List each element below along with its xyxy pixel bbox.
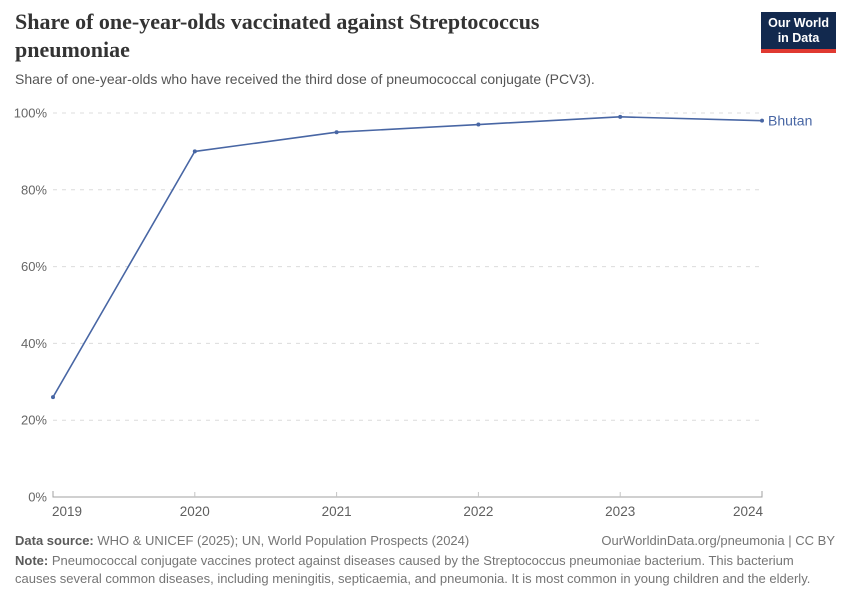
chart-footer: Data source: WHO & UNICEF (2025); UN, Wo… bbox=[15, 532, 835, 588]
y-tick-label: 100% bbox=[14, 106, 48, 121]
data-point[interactable] bbox=[51, 395, 55, 400]
data-source-text: WHO & UNICEF (2025); UN, World Populatio… bbox=[97, 533, 470, 548]
chart-note: Note: Pneumococcal conjugate vaccines pr… bbox=[15, 552, 835, 588]
note-text: Pneumococcal conjugate vaccines protect … bbox=[15, 553, 811, 586]
y-tick-label: 80% bbox=[21, 182, 47, 197]
y-tick-label: 20% bbox=[21, 413, 47, 428]
data-point[interactable] bbox=[618, 114, 623, 119]
data-source-label: Data source: bbox=[15, 533, 94, 548]
x-tick-label: 2020 bbox=[180, 504, 210, 519]
x-tick-label: 2022 bbox=[463, 504, 493, 519]
entity-label[interactable]: Bhutan bbox=[768, 113, 812, 129]
x-tick-label: 2021 bbox=[322, 504, 352, 519]
y-tick-label: 0% bbox=[28, 490, 47, 505]
page-title: Share of one-year-olds vaccinated agains… bbox=[15, 9, 540, 62]
y-tick-label: 40% bbox=[21, 336, 47, 351]
chart-subtitle: Share of one-year-olds who have received… bbox=[15, 71, 595, 87]
x-axis bbox=[52, 491, 763, 498]
owid-logo[interactable]: Our World in Data bbox=[761, 12, 836, 53]
note-label: Note: bbox=[15, 553, 49, 568]
license-link[interactable]: OurWorldinData.org/pneumonia | CC BY bbox=[601, 533, 835, 548]
owid-logo-line2: in Data bbox=[777, 31, 820, 45]
y-tick-label: 60% bbox=[21, 259, 47, 274]
x-tick-label: 2024 bbox=[733, 504, 764, 519]
data-point[interactable] bbox=[476, 122, 481, 127]
data-source: Data source: WHO & UNICEF (2025); UN, Wo… bbox=[15, 532, 469, 550]
series-line[interactable] bbox=[52, 116, 763, 398]
x-tick-label: 2023 bbox=[605, 504, 635, 519]
data-point[interactable] bbox=[334, 130, 339, 135]
owid-logo-line1: Our World bbox=[768, 16, 829, 30]
data-point[interactable] bbox=[760, 118, 764, 123]
data-point[interactable] bbox=[192, 149, 197, 154]
x-tick-label: 2019 bbox=[52, 504, 82, 519]
